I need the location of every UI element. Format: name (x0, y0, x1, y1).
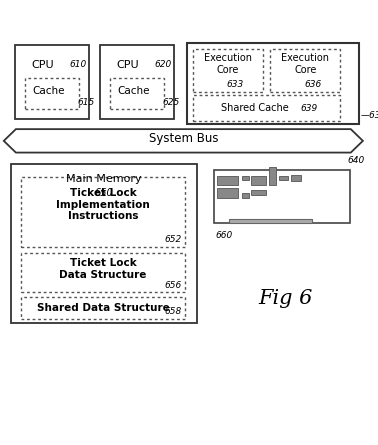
Bar (21, 253, 185, 292)
Bar (242, 176, 249, 180)
Bar (214, 170, 350, 222)
Text: Fig 6: Fig 6 (258, 289, 313, 307)
Bar (251, 176, 266, 186)
Text: 610: 610 (70, 60, 87, 69)
Bar (193, 49, 263, 92)
Text: 620: 620 (155, 60, 172, 69)
Text: 625: 625 (163, 98, 180, 107)
Text: Shared Data Structure: Shared Data Structure (37, 303, 169, 313)
Bar (21, 177, 185, 247)
Bar (217, 189, 238, 198)
Bar (15, 45, 89, 118)
Text: CPU: CPU (117, 60, 139, 70)
Text: Shared Cache: Shared Cache (221, 103, 288, 113)
Text: 652: 652 (164, 235, 181, 244)
Bar (100, 45, 174, 118)
Text: 640: 640 (348, 156, 365, 165)
Bar (279, 176, 288, 180)
Text: Ticket Lock
Implementation
Instructions: Ticket Lock Implementation Instructions (56, 188, 150, 221)
Text: 650: 650 (94, 189, 113, 198)
Text: 660: 660 (215, 231, 233, 240)
Text: Ticket Lock
Data Structure: Ticket Lock Data Structure (59, 258, 147, 279)
Text: 615: 615 (77, 98, 95, 107)
Polygon shape (4, 129, 363, 153)
Bar (25, 78, 79, 109)
Bar (269, 167, 276, 186)
Text: —630: —630 (361, 111, 378, 121)
Bar (270, 49, 340, 92)
Text: System Bus: System Bus (149, 133, 218, 146)
Text: Execution
Core: Execution Core (204, 53, 252, 75)
Bar (291, 175, 301, 181)
Bar (110, 78, 164, 109)
Bar (242, 194, 249, 198)
Text: CPU: CPU (32, 60, 54, 70)
Text: Cache: Cache (117, 85, 149, 96)
Text: Main Memory: Main Memory (66, 174, 142, 185)
Text: 633: 633 (227, 80, 244, 89)
Text: Cache: Cache (32, 85, 64, 96)
Text: 658: 658 (164, 307, 181, 316)
Text: 656: 656 (164, 281, 181, 290)
Text: Execution
Core: Execution Core (281, 53, 329, 75)
Text: 639: 639 (300, 104, 317, 113)
Text: 636: 636 (304, 80, 321, 89)
Bar (193, 96, 340, 121)
Bar (187, 43, 359, 124)
Bar (217, 176, 238, 186)
Bar (11, 164, 197, 323)
Bar (21, 297, 185, 319)
Bar (251, 190, 266, 195)
Bar (229, 219, 312, 223)
